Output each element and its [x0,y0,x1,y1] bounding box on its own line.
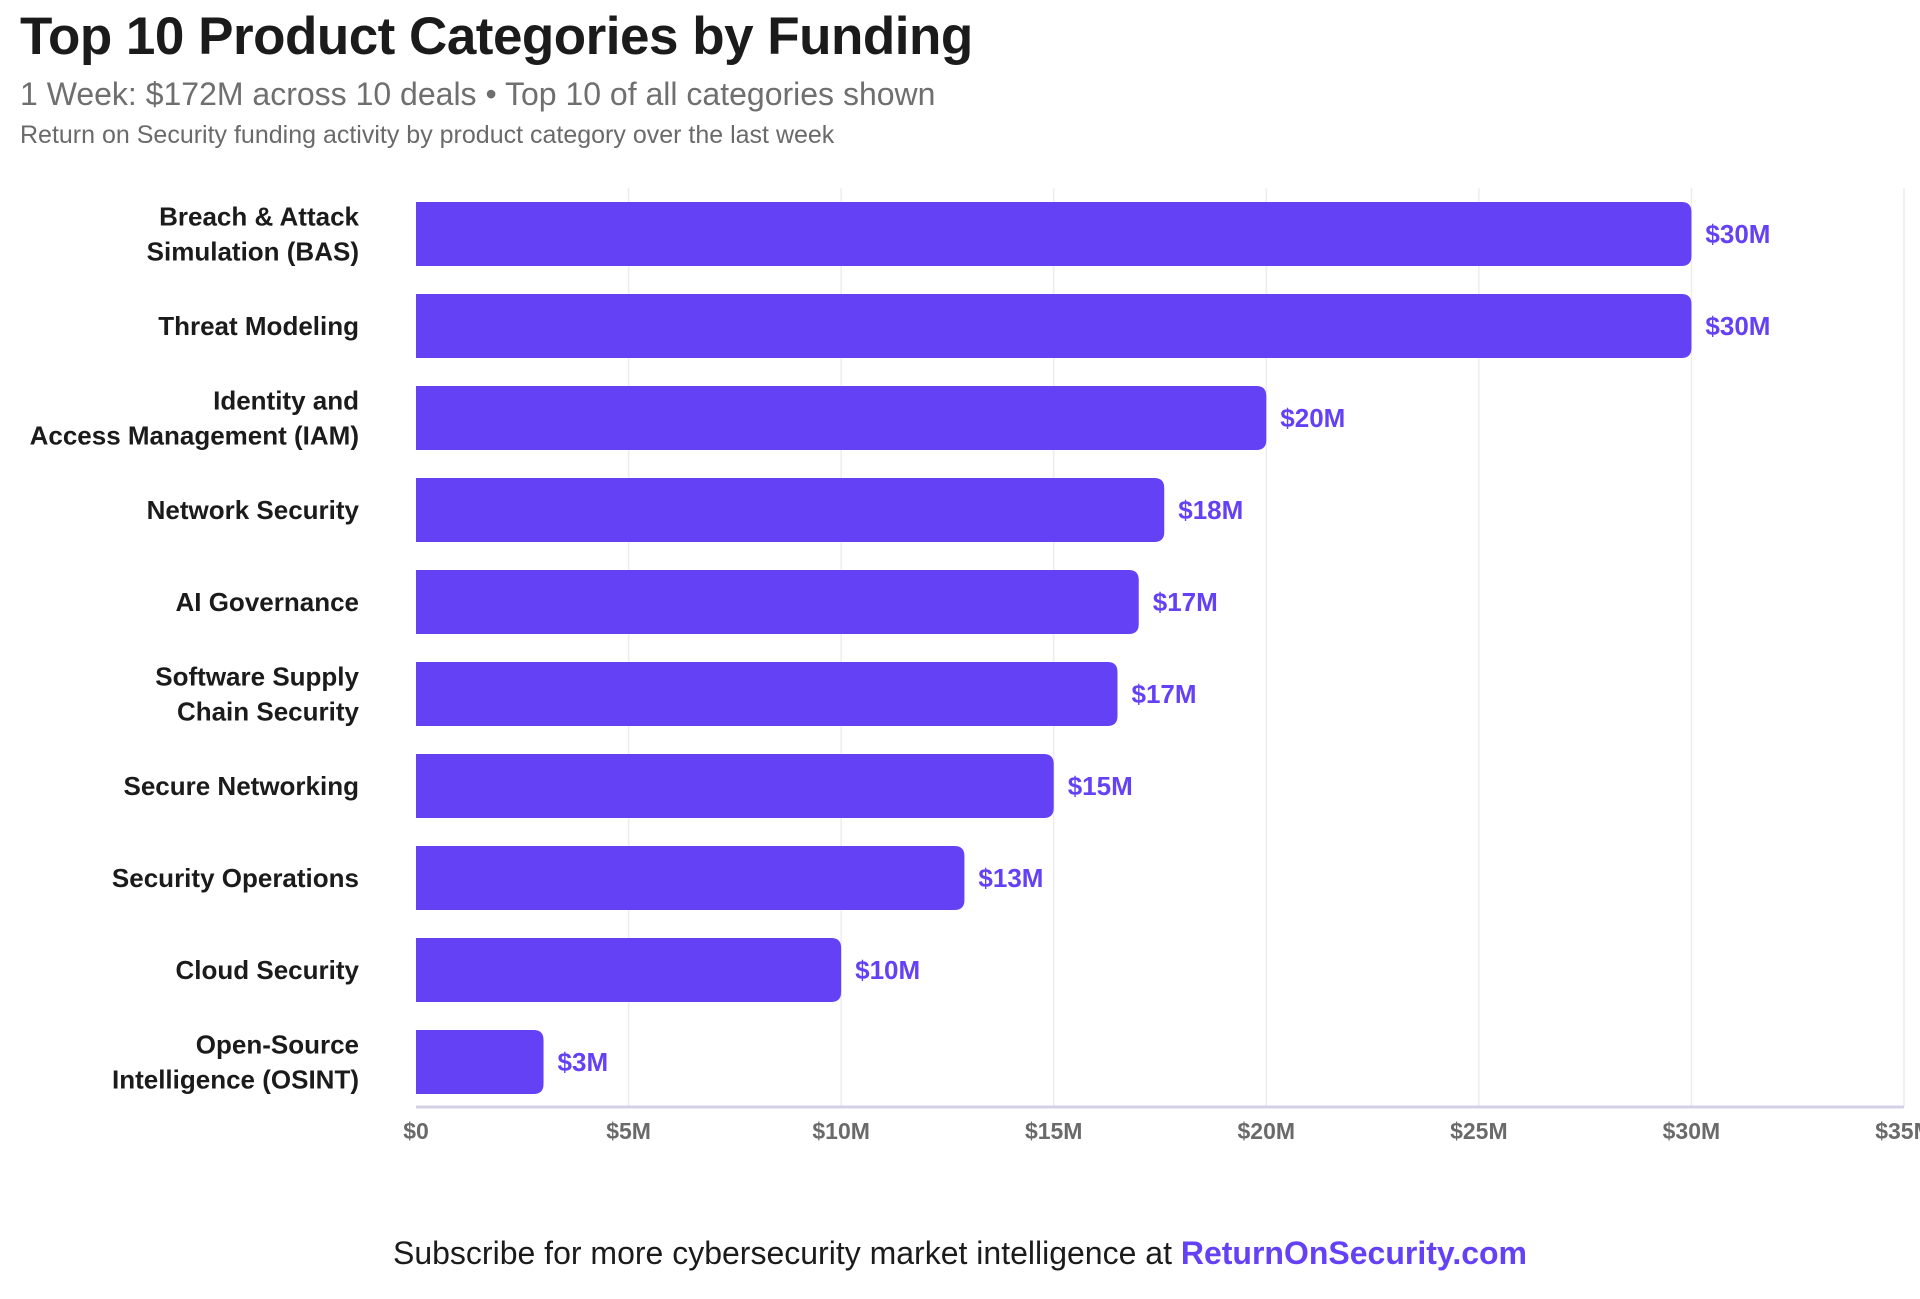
x-tick-label: $0 [403,1118,429,1144]
value-label: $30M [1705,219,1770,249]
footer-link[interactable]: ReturnOnSecurity.com [1180,1235,1527,1271]
x-tick-label: $35M [1875,1118,1920,1144]
bar [416,938,842,1002]
category-label: Network Security [147,495,360,525]
x-tick-label: $20M [1238,1118,1296,1144]
value-label: $20M [1280,403,1345,433]
bar [416,754,1054,818]
value-label: $3M [558,1047,609,1077]
x-tick-label: $5M [606,1118,651,1144]
category-label: Intelligence (OSINT) [112,1065,359,1095]
bar [416,1030,544,1094]
x-tick-label: $15M [1025,1118,1083,1144]
footer: Subscribe for more cybersecurity market … [0,1235,1920,1272]
chart-description: Return on Security funding activity by p… [20,121,835,149]
category-label: Breach & Attack [159,202,359,232]
category-label: Simulation (BAS) [147,237,359,267]
bar [416,846,965,910]
category-label: Access Management (IAM) [30,421,359,451]
x-tick-label: $10M [812,1118,870,1144]
category-label: Software Supply [155,662,359,692]
category-label: Open-Source [196,1030,359,1060]
category-label: Chain Security [177,697,360,727]
value-label: $13M [978,863,1043,893]
category-label: AI Governance [175,587,359,617]
x-tick-label: $25M [1450,1118,1508,1144]
category-label: Identity and [213,386,359,416]
bar [416,202,1692,266]
value-label: $15M [1068,771,1133,801]
value-label: $10M [855,955,920,985]
category-label: Secure Networking [123,771,359,801]
bar [416,478,1165,542]
chart-title: Top 10 Product Categories by Funding [20,7,973,66]
value-label: $17M [1153,587,1218,617]
chart-subtitle: 1 Week: $172M across 10 deals • Top 10 o… [20,76,936,112]
category-label: Security Operations [112,863,359,893]
category-label: Cloud Security [176,955,360,985]
value-label: $30M [1705,311,1770,341]
category-label: Threat Modeling [158,311,359,341]
value-label: $17M [1131,679,1196,709]
bar [416,386,1267,450]
bar [416,570,1139,634]
value-label: $18M [1178,495,1243,525]
bar [416,662,1118,726]
bar [416,294,1692,358]
x-tick-label: $30M [1663,1118,1721,1144]
footer-text: Subscribe for more cybersecurity market … [392,1235,1172,1271]
